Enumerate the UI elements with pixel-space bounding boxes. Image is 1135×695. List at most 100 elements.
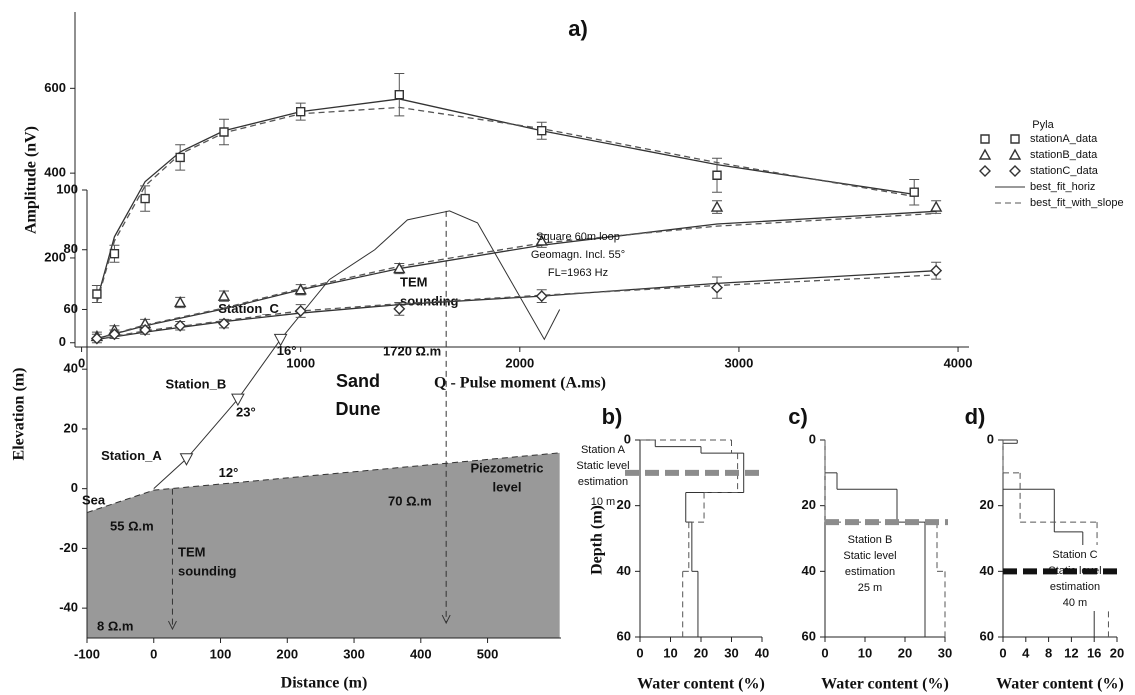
y-axis-label: Depth (m) xyxy=(589,505,606,575)
y-tick-label: 80 xyxy=(64,241,78,256)
fit-line xyxy=(96,212,937,340)
x-axis-label: Water content (%) xyxy=(637,676,765,693)
y-tick-label: 200 xyxy=(44,249,66,264)
fit-line xyxy=(96,210,937,340)
legend-marker xyxy=(1008,148,1022,160)
marker xyxy=(109,249,120,259)
marker xyxy=(92,289,102,299)
y-tick-label: 40 xyxy=(64,361,78,376)
sounding-label: TEM xyxy=(400,274,427,289)
x-axis-label: Water content (%) xyxy=(996,676,1124,693)
y-tick-label: 40 xyxy=(802,563,816,578)
annotation: Geomagn. Incl. 55° xyxy=(531,249,625,261)
annotation: Sea xyxy=(82,492,106,507)
y-tick-label: 60 xyxy=(617,628,631,643)
y-tick-label: 0 xyxy=(624,431,631,446)
legend-marker xyxy=(979,165,991,177)
y-tick-label: 400 xyxy=(44,165,66,180)
annotation: 1720 Ω.m xyxy=(383,343,441,358)
note: Station A xyxy=(581,444,626,456)
marker xyxy=(173,296,187,308)
marker xyxy=(108,328,121,341)
marker xyxy=(393,302,406,315)
y-tick-label: 0 xyxy=(987,431,994,446)
marker xyxy=(294,304,307,317)
x-axis-label: Q - Pulse moment (A.ms) xyxy=(434,375,606,392)
x-tick-label: 20 xyxy=(898,645,912,660)
sounding-arrow xyxy=(168,620,177,631)
station-marker xyxy=(179,453,194,466)
x-tick-label: 20 xyxy=(1110,645,1124,660)
x-tick-label: 300 xyxy=(343,646,365,661)
legend-marker xyxy=(980,134,990,144)
marker xyxy=(90,332,103,345)
annotation: 55 Ω.m xyxy=(110,518,154,533)
fit-line xyxy=(96,106,915,303)
y-tick-label: 60 xyxy=(802,628,816,643)
y-tick-label: 20 xyxy=(617,497,631,512)
note: 40 m xyxy=(1063,597,1087,609)
x-tick-label: 400 xyxy=(410,646,432,661)
x-tick-label: 30 xyxy=(938,645,952,660)
annotation: Sand xyxy=(336,371,380,391)
note: 10 m xyxy=(591,496,615,508)
y-tick-label: 20 xyxy=(64,420,78,435)
y-tick-label: 60 xyxy=(64,301,78,316)
station-label: Station_A xyxy=(101,448,162,463)
x-tick-label: 2000 xyxy=(505,355,534,370)
fit-line xyxy=(96,98,915,301)
panel-label: d) xyxy=(965,404,986,429)
note: Static level xyxy=(1048,565,1101,577)
legend-label: best_fit_with_slope xyxy=(1030,197,1124,209)
y-tick-label: 100 xyxy=(56,181,78,196)
note: Static level xyxy=(576,460,629,472)
marker xyxy=(710,200,724,212)
x-tick-label: 16 xyxy=(1087,645,1101,660)
note: estimation xyxy=(1050,581,1100,593)
station-marker xyxy=(273,333,288,347)
marker xyxy=(535,234,548,246)
marker xyxy=(140,193,150,204)
x-tick-label: 200 xyxy=(276,646,298,661)
legend-label: best_fit_horiz xyxy=(1030,181,1095,193)
x-tick-label: 20 xyxy=(694,645,708,660)
x-tick-label: 10 xyxy=(858,645,872,660)
marker xyxy=(930,264,943,277)
annotation: level xyxy=(493,479,522,494)
x-axis-label: Water content (%) xyxy=(821,676,949,693)
x-tick-label: 0 xyxy=(78,355,85,370)
note: Station B xyxy=(848,534,893,546)
x-tick-label: 500 xyxy=(477,646,499,661)
profile-line xyxy=(86,452,560,514)
x-tick-label: 0 xyxy=(150,646,157,661)
fit-line xyxy=(96,274,937,341)
x-tick-label: 3000 xyxy=(724,355,753,370)
annotation: FL=1963 Hz xyxy=(548,267,608,279)
x-tick-label: 40 xyxy=(755,645,769,660)
marker xyxy=(393,262,406,274)
marker xyxy=(294,283,307,295)
marker xyxy=(537,126,547,136)
x-tick-label: 0 xyxy=(999,645,1006,660)
x-tick-label: 30 xyxy=(724,645,738,660)
slope-label: 23° xyxy=(236,405,256,420)
x-tick-label: 0 xyxy=(636,645,643,660)
legend-label: stationC_data xyxy=(1030,165,1099,177)
marker xyxy=(174,319,187,332)
note: estimation xyxy=(578,476,628,488)
marker xyxy=(909,187,919,197)
marker xyxy=(394,89,404,100)
y-tick-label: 0 xyxy=(809,431,816,446)
water-table-area xyxy=(87,452,560,638)
legend-label: stationB_data xyxy=(1030,149,1098,161)
y-tick-label: 40 xyxy=(980,563,994,578)
x-tick-label: 4 xyxy=(1022,645,1030,660)
marker xyxy=(139,324,152,337)
sounding-label: sounding xyxy=(400,293,459,308)
x-tick-label: 1000 xyxy=(286,355,315,370)
slope-label: 16° xyxy=(277,343,297,358)
marker xyxy=(218,317,230,330)
marker xyxy=(219,127,229,137)
y-axis-label: Amplitude (nV) xyxy=(23,126,40,234)
